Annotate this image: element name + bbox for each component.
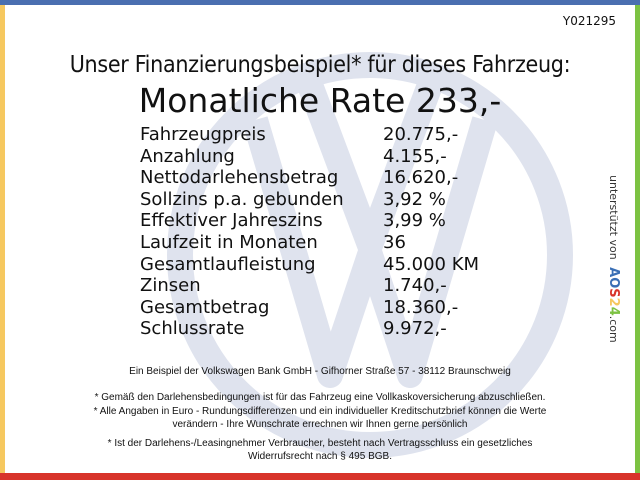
row-value: 3,99 %: [383, 210, 446, 232]
brand-letter: O: [606, 277, 621, 289]
brand-letter: S: [606, 288, 621, 298]
row-value: 4.155,-: [383, 145, 447, 167]
page-title: Unser Finanzierungsbeispiel* für dieses …: [69, 52, 571, 78]
table-row: Gesamtbetrag 18.360,-: [140, 296, 458, 319]
row-value: 1.740,-: [383, 275, 447, 297]
row-value: 36: [383, 231, 406, 253]
row-label: Zinsen: [140, 275, 201, 297]
row-value: 45.000 KM: [383, 253, 480, 275]
row-label: Gesamtlaufleistung: [140, 253, 316, 275]
vehicle-code: Y021295: [562, 14, 616, 28]
table-row: Zinsen 1.740,-: [140, 275, 447, 297]
brand-letter: A: [606, 267, 621, 278]
table-row: Laufzeit in Monaten 36: [140, 231, 406, 254]
row-value: 18.360,-: [383, 296, 459, 318]
note-withdrawal-2: Widerrufsrecht nach § 495 BGB.: [248, 451, 392, 462]
left-border: [0, 5, 5, 473]
row-label: Schlussrate: [140, 318, 245, 340]
row-label: Anzahlung: [140, 145, 235, 167]
row-label: Laufzeit in Monaten: [140, 231, 318, 253]
table-row: Schlussrate 9.972,-: [140, 318, 447, 340]
row-value: 16.620,-: [383, 167, 459, 189]
brand-letter: 4: [606, 306, 621, 316]
supported-by-label: unterstützt von: [607, 175, 620, 260]
row-value: 9.972,-: [383, 318, 447, 340]
table-row: Gesamtlaufleistung 45.000 KM: [140, 253, 479, 276]
monthly-rate: Monatliche Rate 233,-: [138, 81, 502, 120]
note-amounts-2: verändern - Ihre Wunschrate errechnen wi…: [172, 419, 468, 430]
row-label: Fahrzeugpreis: [140, 124, 266, 145]
row-label: Nettodarlehensbetrag: [140, 167, 339, 189]
row-value: 20.775,-: [383, 124, 459, 145]
row-label: Sollzins p.a. gebunden: [140, 188, 344, 210]
brand-letter: 2: [606, 297, 621, 307]
bottom-border: [0, 473, 640, 480]
vw-logo-watermark: [167, 52, 573, 458]
row-label: Gesamtbetrag: [140, 296, 270, 318]
aos24-logo: AOS24: [606, 267, 621, 316]
table-row: Nettodarlehensbetrag 16.620,-: [140, 167, 458, 189]
note-withdrawal-1: * Ist der Darlehens-/Leasingnehmer Verbr…: [107, 438, 533, 449]
supported-by: unterstützt von AOS24.com: [601, 175, 621, 355]
brand-suffix: .com: [607, 315, 620, 343]
top-border: [0, 0, 640, 5]
table-row: Anzahlung 4.155,-: [140, 145, 447, 168]
note-insurance: * Gemäß den Darlehensbedingungen ist für…: [94, 392, 546, 403]
finance-table: Fahrzeugpreis 20.775,- Anzahlung 4.155,- Net…: [140, 124, 479, 340]
row-label: Effektiver Jahreszins: [140, 210, 323, 232]
note-amounts-1: * Alle Angaben in Euro - Rundungsdiffere…: [93, 406, 547, 417]
table-row: Sollzins p.a. gebunden 3,92 %: [140, 188, 446, 211]
table-row: Fahrzeugpreis 20.775,-: [140, 124, 458, 146]
table-row: Effektiver Jahreszins 3,99 %: [140, 210, 446, 232]
bank-info: Ein Beispiel der Volkswagen Bank GmbH - …: [129, 366, 511, 377]
row-value: 3,92 %: [383, 188, 446, 210]
right-border: [635, 5, 640, 473]
